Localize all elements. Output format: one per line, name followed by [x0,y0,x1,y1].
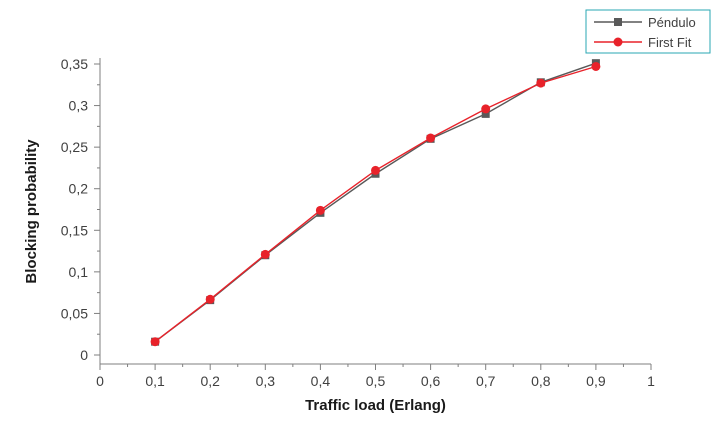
legend-box [585,9,711,54]
data-point [536,78,546,88]
series-layer [150,59,601,347]
series-line [154,65,597,343]
series-0 [151,59,600,346]
y-tick-label: 0,35 [61,56,88,72]
legend-marker [614,18,622,26]
x-tick-label: 0 [96,373,104,389]
x-tick-label: 0,9 [586,373,606,389]
y-tick-label: 0,15 [61,222,88,238]
data-point [426,133,436,143]
y-tick-label: 0,05 [61,305,88,321]
x-tick-label: 0,1 [145,373,165,389]
x-tick-label: 0,2 [200,373,220,389]
x-tick-label: 0,7 [476,373,496,389]
x-axis-title: Traffic load (Erlang) [305,397,446,414]
x-tick-label: 0,4 [311,373,331,389]
y-tick-label: 0,25 [61,139,88,155]
data-point [591,61,601,71]
y-tick-label: 0,1 [69,264,89,280]
legend-marker [613,37,623,47]
data-point [481,104,491,114]
legend-item: Péndulo [594,15,696,30]
x-tick-label: 0,8 [531,373,551,389]
series-line [154,62,597,343]
x-tick-label: 1 [647,373,655,389]
y-axis-title: Blocking probability [23,139,40,284]
x-tick-label: 0,3 [256,373,276,389]
series-1 [150,61,601,347]
data-point [371,165,380,175]
legend-label: Péndulo [648,15,696,30]
data-point [481,109,490,118]
data-point [260,249,270,259]
data-point [315,205,325,215]
y-tick-label: 0,3 [69,98,89,114]
x-tick-label: 0,5 [366,373,386,389]
y-ticks: 0 0,05 0,1 0,15 0,2 0,25 0,3 0,35 [61,56,100,363]
legend-label: First Fit [648,35,692,50]
legend: Péndulo First Fit [585,9,711,54]
x-tick-label: 0,6 [421,373,441,389]
y-tick-label: 0 [80,347,88,363]
data-point [150,337,160,347]
legend-item: First Fit [594,35,692,50]
data-point [205,294,215,304]
axes [99,58,651,365]
y-tick-label: 0,2 [69,181,89,197]
x-ticks: 0 0,1 0,2 0,3 0,4 0,5 0,6 0,7 0,8 0,9 1 [96,364,655,389]
